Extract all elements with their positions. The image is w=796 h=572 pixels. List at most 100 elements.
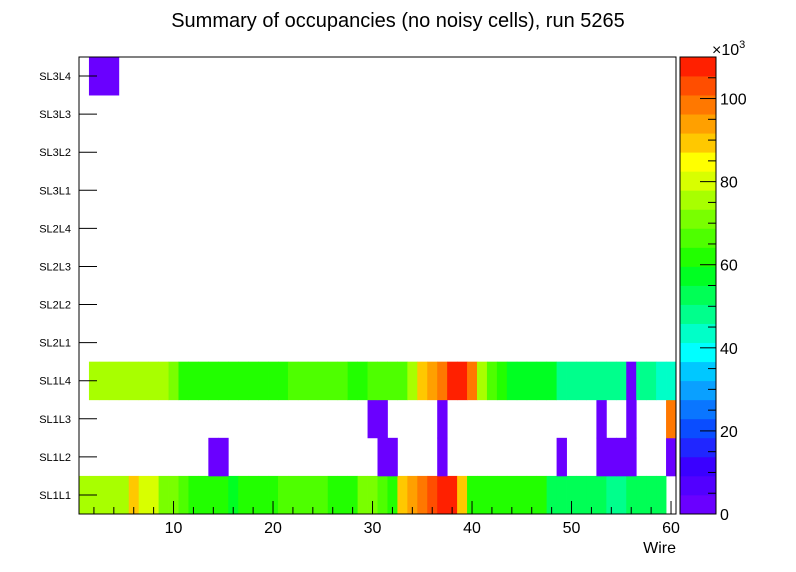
heatmap-cell-SL1L1-26 [327, 475, 339, 515]
color-scale-multiplier-base: ×10 [712, 42, 739, 59]
heatmap-cell-SL1L1-50 [566, 475, 577, 515]
color-scale-segment [680, 57, 716, 77]
heatmap-cell-SL1L4-9 [158, 361, 169, 401]
y-tick-label: SL1L4 [39, 376, 71, 388]
heatmap-cell-SL1L4-25 [317, 361, 329, 401]
heatmap-cell-SL1L4-35 [417, 361, 428, 401]
heatmap-cell-SL1L1-54 [606, 475, 617, 515]
heatmap-cell-SL1L1-33 [397, 475, 408, 515]
heatmap-cell-SL1L4-26 [327, 361, 339, 401]
color-scale-segment [680, 152, 716, 172]
heatmap-cell-SL1L4-30 [367, 361, 378, 401]
heatmap-cell-SL1L3-31 [377, 399, 388, 439]
heatmap-cell-SL1L1-5 [118, 475, 130, 515]
heatmap-cell-SL1L1-59 [656, 475, 667, 515]
heatmap-cell-SL1L4-14 [208, 361, 219, 401]
heatmap-cell-SL1L2-15 [218, 437, 229, 477]
color-scale-segment [680, 475, 716, 496]
heatmap-cell-SL1L4-19 [258, 361, 269, 401]
heatmap-cell-SL1L4-22 [287, 361, 299, 401]
color-scale-segment [680, 304, 716, 324]
heatmap-cell-SL1L4-32 [387, 361, 398, 401]
heatmap-cell-SL1L3-30 [367, 399, 378, 439]
heatmap-cell-SL1L1-25 [317, 475, 329, 515]
color-scale-segment [680, 323, 716, 344]
heatmap-cell-SL1L4-37 [437, 361, 448, 401]
heatmap-cell-SL1L4-17 [238, 361, 249, 401]
heatmap-cell-SL1L1-35 [417, 475, 428, 515]
heatmap-cell-SL1L4-56 [626, 361, 637, 401]
heatmap-cell-SL1L1-23 [297, 475, 309, 515]
heatmap-cell-SL1L4-46 [526, 361, 538, 401]
color-scale-segment [680, 399, 716, 420]
heatmap-cell-SL1L1-18 [248, 475, 259, 515]
x-tick-label: 30 [364, 520, 382, 537]
heatmap-cell-SL1L1-9 [158, 475, 169, 515]
heatmap-cell-SL1L4-28 [347, 361, 358, 401]
heatmap-cell-SL1L4-38 [447, 361, 458, 401]
color-scale-segment [680, 209, 716, 229]
z-tick-label: 0 [720, 507, 729, 524]
z-tick-label: 60 [720, 258, 738, 275]
heatmap-cell-SL1L4-4 [108, 361, 120, 401]
heatmap-cell-SL1L1-32 [387, 475, 398, 515]
heatmap-cell-SL3L4-3 [98, 57, 110, 96]
plot-frame [78, 56, 677, 515]
heatmap-cell-SL1L4-39 [457, 361, 468, 401]
color-scale-segment [680, 133, 716, 153]
heatmap-cell-SL1L3-56 [626, 399, 637, 439]
heatmap-cell-SL1L1-22 [287, 475, 299, 515]
y-tick-label: SL1L3 [39, 414, 71, 426]
chart-title: Summary of occupancies (no noisy cells),… [171, 10, 625, 32]
heatmap-cell-SL1L4-13 [198, 361, 209, 401]
heatmap-cell-SL1L1-27 [337, 475, 349, 515]
heatmap-cell-SL1L1-44 [506, 475, 518, 515]
heatmap-cell-SL1L4-29 [357, 361, 368, 401]
heatmap-cell-SL1L4-54 [606, 361, 617, 401]
heatmap-cell-SL1L2-54 [606, 437, 617, 477]
heatmap-cell-SL1L1-38 [447, 475, 458, 515]
heatmap-cell-SL1L1-12 [188, 475, 199, 515]
heatmap-cell-SL1L1-20 [268, 475, 279, 515]
heatmap-cell-SL1L2-32 [387, 437, 398, 477]
heatmap-cell-SL1L1-45 [516, 475, 528, 515]
heatmap-cell-SL1L4-33 [397, 361, 408, 401]
heatmap-cell-SL1L1-30 [367, 475, 378, 515]
heatmap-cell-SL1L2-37 [437, 437, 448, 477]
color-scale-segment [680, 171, 716, 191]
heatmap-cell-SL1L1-10 [168, 475, 179, 515]
y-tick-label: SL1L1 [39, 490, 71, 502]
heatmap-cell-SL1L4-3 [98, 361, 110, 401]
y-tick-label: SL2L4 [39, 223, 71, 235]
heatmap-cell-SL1L2-53 [596, 437, 607, 477]
heatmap-cell-SL1L1-51 [576, 475, 587, 515]
color-scale-multiplier: ×103 [712, 39, 745, 59]
heatmap-cell-SL1L4-44 [506, 361, 518, 401]
x-tick-label: 20 [264, 520, 282, 537]
x-tick-label: 40 [463, 520, 481, 537]
y-tick-label: SL2L2 [39, 300, 71, 312]
y-tick-label: SL3L2 [39, 147, 71, 159]
heatmap-cell-SL1L4-60 [666, 361, 677, 401]
heatmap-cell-SL1L1-24 [307, 475, 319, 515]
color-scale-segment [680, 114, 716, 134]
y-tick-label: SL3L4 [39, 71, 71, 83]
heatmap-cell-SL1L2-31 [377, 437, 388, 477]
heatmap-cell-SL1L4-50 [566, 361, 577, 401]
heatmap-cell-SL1L1-43 [496, 475, 508, 515]
heatmap-cell-SL1L4-16 [228, 361, 239, 401]
x-axis-label: Wire [643, 540, 676, 557]
heatmap-cell-SL1L4-47 [536, 361, 548, 401]
heatmap-cell-SL1L4-27 [337, 361, 349, 401]
heatmap-cell-SL1L1-49 [556, 475, 567, 515]
heatmap-cell-SL1L4-58 [646, 361, 657, 401]
heatmap-cell-SL1L4-21 [278, 361, 289, 401]
color-scale-bar [679, 56, 717, 515]
heatmap-cell-SL1L1-56 [626, 475, 637, 515]
heatmap-cell-SL1L4-24 [307, 361, 319, 401]
heatmap-cell-SL1L4-51 [576, 361, 587, 401]
heatmap-cell-SL1L1-39 [457, 475, 468, 515]
heatmap-cell-SL1L1-14 [208, 475, 219, 515]
color-scale-segment [680, 456, 716, 477]
x-tick-label: 10 [165, 520, 183, 537]
